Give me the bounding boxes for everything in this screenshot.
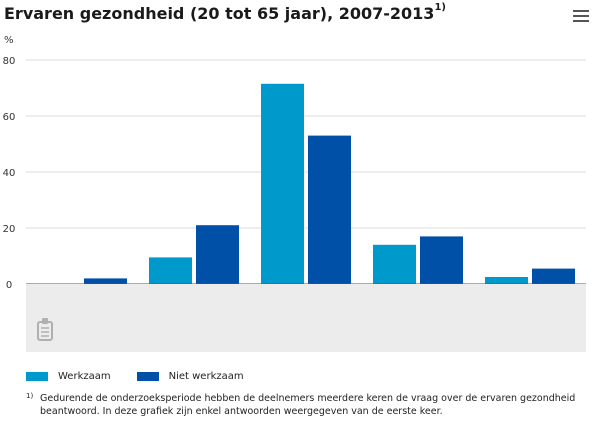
bar-niet-werkzaam[interactable] [84,278,127,284]
bar-niet-werkzaam[interactable] [308,135,351,284]
bar-werkzaam[interactable] [261,83,304,284]
y-axis-label: % [4,35,14,46]
logo-top [42,318,48,324]
legend-label: Niet werkzaam [168,371,244,382]
legend-item-niet-werkzaam[interactable]: Niet werkzaam [136,371,244,382]
footnote-text: Gedurende de onderzoeksperiode hebben de… [40,393,576,417]
legend-swatch [136,372,159,381]
y-tick-label: 40 [3,168,16,179]
y-tick-label: 60 [3,112,16,123]
title-footnote-marker: 1) [434,2,446,13]
bar-niet-werkzaam[interactable] [532,268,575,284]
legend: Werkzaam Niet werkzaam [26,371,270,382]
chart-title: Ervaren gezondheid (20 tot 65 jaar), 200… [4,2,446,23]
chart-footer [26,284,586,352]
hamburger-menu-icon[interactable] [573,10,589,24]
y-tick-label: 0 [6,280,12,291]
cbs-logo-icon [37,318,53,341]
footer-band [26,284,586,352]
bar-niet-werkzaam[interactable] [196,225,239,284]
bars [84,83,575,284]
legend-swatch [26,372,48,381]
y-tick-label: 80 [3,56,16,67]
footnote: 1) Gedurende de onderzoeksperiode hebben… [26,392,576,418]
footnote-marker: 1) [26,392,34,400]
bar-niet-werkzaam[interactable] [420,236,463,284]
bar-werkzaam[interactable] [485,277,528,284]
legend-label: Werkzaam [58,371,111,382]
bar-werkzaam[interactable] [149,257,192,284]
grid-lines [26,59,586,229]
y-tick-label: 20 [3,224,16,235]
bar-werkzaam[interactable] [373,244,416,284]
legend-item-werkzaam[interactable]: Werkzaam [26,371,111,382]
